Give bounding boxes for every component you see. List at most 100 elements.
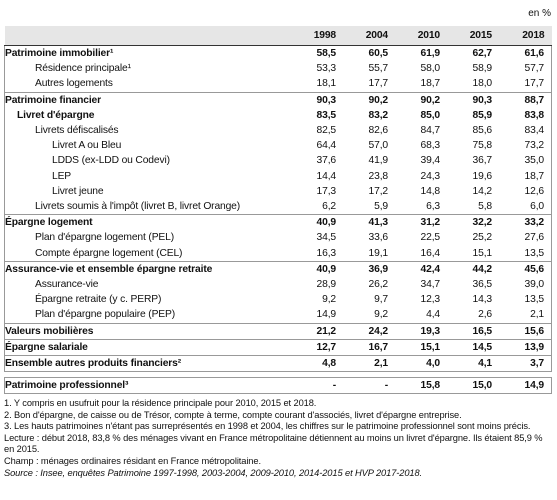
table-row: Patrimoine immobilier¹ 58,5 60,5 61,9 62,7 61… bbox=[5, 46, 552, 62]
cell-value: 12,3 bbox=[420, 294, 441, 306]
row-label: Patrimoine professionnel³ bbox=[5, 380, 129, 392]
cell-value: 14,4 bbox=[316, 170, 337, 182]
note: 1. Y compris en usufruit pour la résiden… bbox=[4, 398, 317, 408]
cell-value: 45,6 bbox=[499, 260, 552, 278]
cell-value: 9,2 bbox=[374, 309, 388, 321]
table-row: Épargne retraite (y c. PERP) 9,2 9,7 12,3 14… bbox=[5, 292, 552, 307]
table-row: Résidence principale¹ 53,3 55,7 58,0 58,9 57,… bbox=[5, 61, 552, 76]
row-label: Livrets soumis à l'impôt (livret B, livr… bbox=[35, 201, 241, 213]
column-header: 2010 bbox=[395, 26, 447, 46]
header-cell bbox=[4, 26, 291, 46]
cell-value: 4,1 bbox=[447, 355, 499, 372]
cell-value: 58,0 bbox=[420, 63, 441, 75]
cell-value: 35,0 bbox=[524, 155, 545, 167]
cell-value: 32,2 bbox=[447, 214, 499, 231]
table-row: Épargne salariale 12,7 16,7 15,1 14,5 13,9 bbox=[4, 338, 552, 356]
cell-value: 64,4 bbox=[316, 140, 337, 152]
cell-value: 90,2 bbox=[343, 91, 395, 108]
cell-value: 55,7 bbox=[368, 63, 389, 75]
note: Lecture : début 2018, 83,8 % des ménages… bbox=[4, 432, 543, 455]
row-label: Valeurs mobilières bbox=[4, 322, 291, 340]
cell-value: 90,3 bbox=[447, 91, 499, 108]
cell-value: 16,5 bbox=[447, 322, 499, 340]
cell-value: 5,8 bbox=[478, 201, 492, 213]
cell-value: 2,1 bbox=[530, 309, 544, 321]
cell-value: 14,5 bbox=[447, 338, 499, 356]
row-label: Épargne logement bbox=[4, 214, 291, 231]
row-label: Assurance-vie bbox=[35, 279, 99, 291]
row-label: Assurance-vie et ensemble épargne retrai… bbox=[4, 260, 291, 278]
cell-value: 37,6 bbox=[316, 155, 337, 167]
row-label: Épargne salariale bbox=[4, 338, 291, 356]
cell-value: 16,4 bbox=[420, 247, 441, 259]
cell-value: 2,6 bbox=[478, 309, 492, 321]
table-row: Patrimoine professionnel³ - - 15,8 15,0 14,9 bbox=[5, 378, 552, 394]
cell-value: 14,9 bbox=[316, 309, 337, 321]
table-row: Plan d'épargne populaire (PEP) 14,9 9,2 4,4… bbox=[5, 307, 552, 323]
row-label: Livret d'épargne bbox=[17, 109, 95, 121]
cell-value: 68,3 bbox=[420, 140, 441, 152]
cell-value: 61,6 bbox=[524, 48, 545, 59]
cell-value: 26,2 bbox=[368, 279, 389, 291]
cell-value: 4,4 bbox=[426, 309, 440, 321]
cell-value: 85,0 bbox=[420, 109, 441, 121]
cell-value: 23,8 bbox=[368, 170, 389, 182]
cell-value: 75,8 bbox=[472, 140, 493, 152]
cell-value: 15,8 bbox=[420, 380, 441, 392]
cell-value: 39,0 bbox=[524, 279, 545, 291]
cell-value: 19,3 bbox=[395, 322, 447, 340]
cell-value: 36,7 bbox=[472, 155, 493, 167]
cell-value: 19,6 bbox=[472, 170, 493, 182]
note: 2. Bon d'épargne, de caisse ou de Trésor… bbox=[4, 409, 462, 420]
cell-value: 16,7 bbox=[343, 338, 395, 356]
cell-value: 88,7 bbox=[499, 91, 552, 108]
cell-value: 83,5 bbox=[316, 109, 337, 121]
cell-value: 6,3 bbox=[426, 201, 440, 213]
row-label: Épargne retraite (y c. PERP) bbox=[35, 294, 162, 306]
cell-value: 15,1 bbox=[395, 338, 447, 356]
unit-label: en % bbox=[528, 8, 551, 19]
cell-value: 4,0 bbox=[395, 355, 447, 372]
cell-value: 28,9 bbox=[316, 279, 337, 291]
row-label: Plan d'épargne logement (PEL) bbox=[35, 232, 175, 244]
note: Champ : ménages ordinaires résidant en F… bbox=[4, 455, 261, 466]
cell-value: 85,6 bbox=[472, 125, 493, 137]
cell-value: 6,2 bbox=[322, 201, 336, 213]
cell-value: 44,2 bbox=[447, 260, 499, 278]
data-table: 1998 2004 2010 2015 2018 Patrimoine immobili… bbox=[4, 26, 552, 394]
cell-value: 18,7 bbox=[420, 78, 441, 90]
cell-value: 22,5 bbox=[420, 232, 441, 244]
cell-value: 85,9 bbox=[472, 109, 493, 121]
row-label: Autres logements bbox=[35, 78, 113, 90]
header-row: 1998 2004 2010 2015 2018 bbox=[4, 26, 552, 46]
cell-value: 9,2 bbox=[322, 294, 336, 306]
table-row: LEP 14,4 23,8 24,3 19,6 18,7 bbox=[5, 169, 552, 184]
cell-value: 39,4 bbox=[420, 155, 441, 167]
table-row: Épargne logement 40,9 41,3 31,2 32,2 33,2 bbox=[4, 214, 552, 231]
cell-value: 41,3 bbox=[343, 214, 395, 231]
cell-value: 15,1 bbox=[472, 247, 493, 259]
cell-value: 31,2 bbox=[395, 214, 447, 231]
cell-value: 14,9 bbox=[524, 380, 545, 392]
row-label: Plan d'épargne populaire (PEP) bbox=[35, 309, 175, 321]
cell-value: 34,5 bbox=[316, 232, 337, 244]
cell-value: - bbox=[332, 380, 336, 392]
cell-value: 82,6 bbox=[368, 125, 389, 137]
cell-value: 16,3 bbox=[316, 247, 337, 259]
table-row: Livret d'épargne 83,5 83,2 85,0 85,9 83,8 bbox=[5, 108, 552, 123]
table-row: Patrimoine financier 90,3 90,2 90,2 90,3 88,7 bbox=[4, 91, 552, 108]
cell-value: 34,7 bbox=[420, 279, 441, 291]
cell-value: 73,2 bbox=[524, 140, 545, 152]
table-body: Patrimoine immobilier¹ 58,5 60,5 61,9 62,7 61… bbox=[4, 45, 552, 372]
table-body: Patrimoine professionnel³ - - 15,8 15,0 14,9 bbox=[4, 377, 552, 394]
table-row: Assurance-vie 28,9 26,2 34,7 36,5 39,0 bbox=[5, 277, 552, 292]
cell-value: 15,6 bbox=[499, 322, 552, 340]
cell-value: 40,9 bbox=[291, 260, 343, 278]
cell-value: 58,9 bbox=[472, 63, 493, 75]
cell-value: 15,0 bbox=[472, 380, 493, 392]
note: 3. Les hauts patrimoines n'étant pas sur… bbox=[4, 421, 531, 432]
cell-value: 13,5 bbox=[524, 294, 545, 306]
row-label: Patrimoine immobilier¹ bbox=[5, 48, 114, 59]
cell-value: - bbox=[384, 380, 388, 392]
